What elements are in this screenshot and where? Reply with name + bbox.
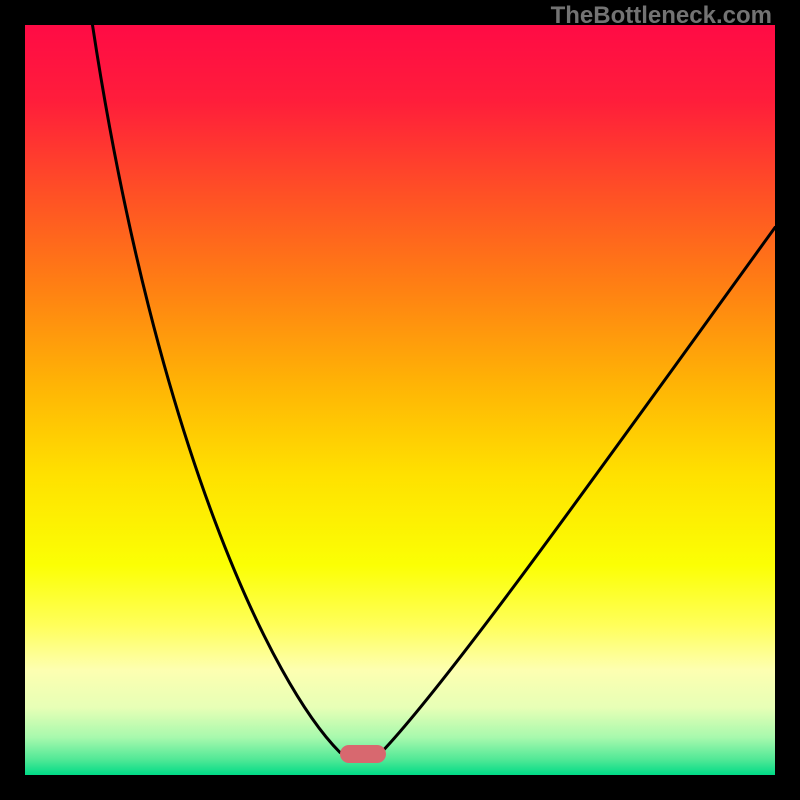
curve-left <box>93 25 341 753</box>
bottleneck-marker <box>340 745 386 763</box>
curve-right <box>381 228 775 753</box>
bottleneck-plot <box>25 25 775 775</box>
watermark-text: TheBottleneck.com <box>551 2 772 30</box>
bottleneck-curves <box>25 25 775 775</box>
